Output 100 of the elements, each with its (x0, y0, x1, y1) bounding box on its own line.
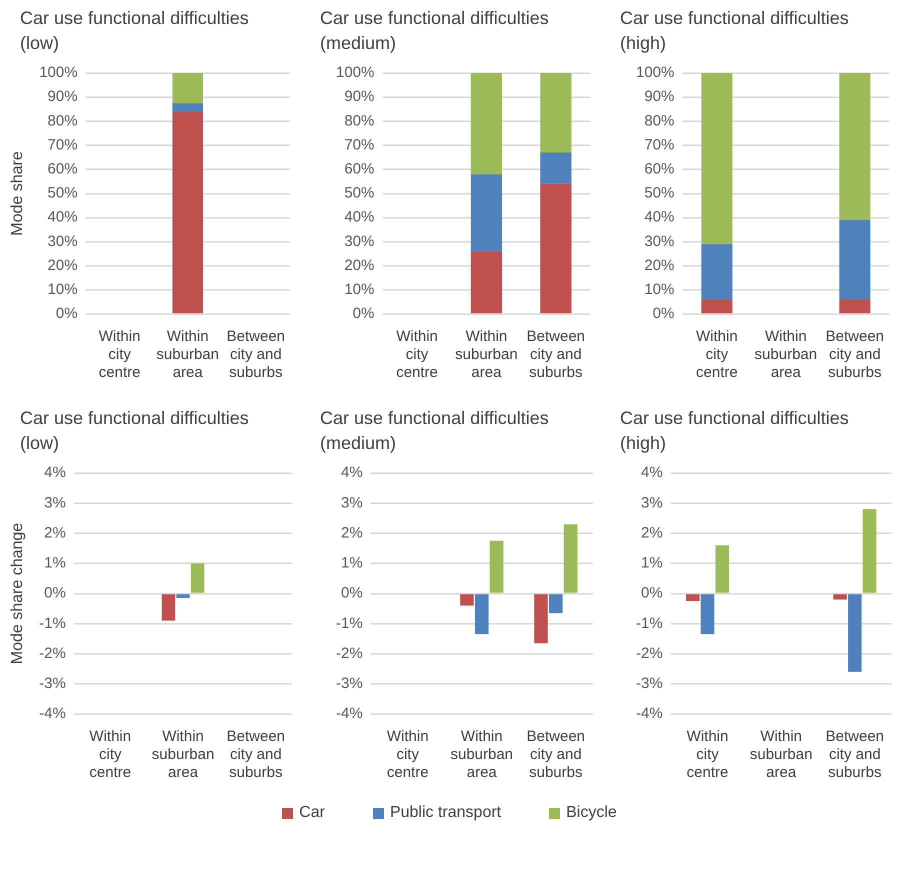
y-tick-label: 80% (644, 112, 674, 130)
y-tick-label: 1% (640, 554, 663, 572)
y-tick-label: -1% (336, 614, 363, 632)
bar (701, 244, 732, 300)
y-tick-label: 20% (644, 256, 674, 274)
y-tick-label: 2% (44, 524, 66, 542)
legend-label: Public transport (390, 804, 502, 822)
bar (540, 73, 572, 153)
x-tick-label: Between city and suburbs (526, 728, 585, 782)
y-tick-label: 70% (344, 136, 374, 154)
x-tick-label: Between city and suburbs (226, 328, 285, 382)
x-tick-label: Within suburban area (450, 728, 514, 782)
y-tick-label: 4% (44, 464, 66, 482)
bar (700, 594, 714, 634)
y-tick-label: 100% (39, 64, 78, 82)
y-tick-label: 100% (636, 64, 674, 82)
y-tick-label: 10% (644, 281, 674, 298)
y-tick-label: -3% (636, 675, 663, 692)
y-axis-title: Mode share change (9, 522, 26, 664)
y-tick-label: 0% (640, 584, 663, 602)
y-tick-label: 3% (44, 494, 66, 512)
bar (540, 152, 572, 184)
bar (460, 594, 474, 606)
y-tick-label: 0% (44, 584, 66, 602)
bar (549, 594, 563, 614)
y-tick-label: 0% (652, 305, 674, 322)
y-tick-label: 4% (340, 464, 363, 482)
legend-label: Car (299, 804, 325, 822)
y-tick-label: 100% (336, 64, 374, 82)
bar (540, 184, 572, 314)
bar (839, 73, 870, 220)
y-tick-label: 30% (644, 232, 674, 250)
y-tick-label: 1% (340, 554, 363, 572)
y-tick-label: -1% (636, 614, 663, 632)
bar (470, 73, 502, 174)
x-tick-label: Within city centre (686, 728, 728, 782)
y-tick-label: 0% (56, 305, 78, 322)
y-tick-label: 40% (344, 208, 374, 226)
y-tick-label: 30% (344, 232, 374, 250)
y-tick-label: 80% (344, 112, 374, 130)
x-tick-label: Within suburban area (750, 728, 812, 782)
y-tick-label: 60% (48, 160, 78, 178)
bar (701, 300, 732, 314)
y-tick-label: 20% (48, 256, 78, 274)
bar (470, 174, 502, 252)
y-tick-label: -4% (336, 705, 363, 722)
y-axis-title: Mode share (9, 151, 26, 236)
y-tick-label: 60% (644, 160, 674, 178)
y-tick-label: -3% (39, 675, 66, 692)
bar (470, 251, 502, 314)
y-tick-label: 90% (644, 88, 674, 106)
x-tick-label: Within city centre (89, 728, 132, 782)
x-tick-label: Between city and suburbs (226, 728, 285, 782)
y-tick-label: 30% (48, 232, 78, 250)
x-tick-label: Within suburban area (754, 328, 818, 382)
x-tick-label: Within suburban area (156, 328, 219, 382)
bar (701, 73, 732, 244)
y-tick-label: 0% (352, 305, 374, 322)
x-tick-label: Within city centre (696, 328, 738, 382)
y-tick-label: -4% (636, 705, 663, 722)
chart-title: Car use functional difficulties (medium) (319, 407, 550, 455)
y-tick-label: 2% (340, 524, 363, 542)
y-tick-label: 70% (644, 136, 674, 154)
chart-title: Car use functional difficulties (high) (619, 7, 850, 55)
bar (474, 594, 489, 634)
y-tick-label: 40% (644, 208, 674, 226)
bar (686, 594, 700, 602)
y-tick-label: 1% (44, 554, 66, 572)
x-tick-label: Within suburban area (455, 328, 518, 382)
x-tick-label: Between city and suburbs (826, 728, 884, 782)
y-tick-label: 50% (344, 184, 374, 202)
chart-title: Car use functional difficulties (medium) (319, 7, 550, 55)
chart-title: Car use functional difficulties (low) (19, 7, 250, 55)
y-tick-label: 50% (644, 184, 674, 202)
y-tick-label: 4% (640, 464, 663, 482)
y-tick-label: -2% (39, 644, 66, 662)
y-tick-label: 90% (48, 88, 78, 106)
bar (715, 545, 730, 593)
y-tick-label: -2% (636, 644, 663, 662)
x-tick-label: Within city centre (98, 328, 140, 382)
y-tick-label: -3% (336, 675, 363, 692)
bar (564, 524, 578, 593)
legend-label: Bicycle (566, 804, 617, 822)
y-tick-label: 20% (344, 256, 374, 274)
bar (839, 300, 870, 314)
x-tick-label: Within suburban area (152, 728, 214, 782)
y-tick-label: 3% (640, 494, 663, 512)
x-tick-label: Between city and suburbs (826, 328, 884, 382)
bar (862, 509, 876, 593)
chart-title: Car use functional difficulties (high) (619, 407, 850, 455)
y-tick-label: 10% (48, 281, 78, 298)
y-tick-label: -4% (39, 705, 66, 722)
bar (490, 540, 504, 593)
x-tick-label: Within city centre (386, 728, 429, 782)
bar (833, 594, 847, 600)
y-tick-label: 40% (48, 208, 78, 226)
y-tick-label: 50% (48, 184, 78, 202)
bar (534, 594, 548, 644)
y-tick-label: 90% (344, 88, 374, 106)
chart-title: Car use functional difficulties (low) (19, 407, 250, 455)
